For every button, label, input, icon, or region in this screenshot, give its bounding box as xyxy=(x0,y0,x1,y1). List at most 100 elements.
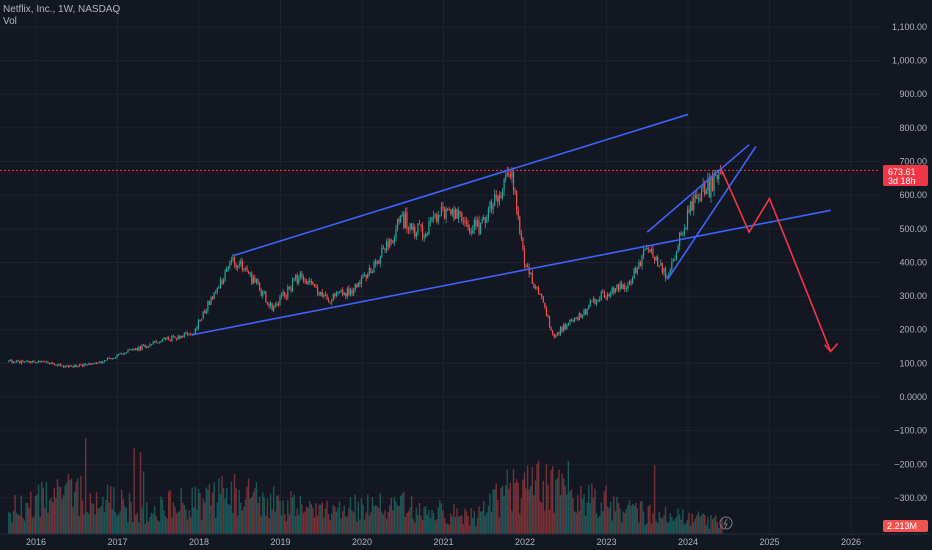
candle-body xyxy=(682,234,684,236)
candle-body xyxy=(415,233,417,237)
volume-bar xyxy=(616,496,618,534)
volume-bar xyxy=(556,477,559,534)
trendline[interactable] xyxy=(192,209,831,336)
candle-body xyxy=(443,207,446,219)
volume-bar xyxy=(252,491,255,534)
volume-bar xyxy=(403,491,405,534)
candle-body xyxy=(693,197,695,211)
trendline[interactable] xyxy=(666,145,757,280)
volume-bar xyxy=(175,513,178,534)
candle-body xyxy=(534,286,537,289)
volume-bar xyxy=(652,513,654,534)
candle-body xyxy=(708,178,711,198)
candle-body xyxy=(34,361,37,363)
volume-bar xyxy=(356,521,358,534)
volume-bar xyxy=(188,510,190,534)
candle-body xyxy=(674,259,676,261)
volume-bar xyxy=(608,508,610,534)
trendline[interactable] xyxy=(232,113,689,257)
candle-body xyxy=(301,272,303,277)
candle-body xyxy=(635,268,637,273)
candle-body xyxy=(50,362,52,365)
candle-body xyxy=(59,363,62,367)
volume-bar xyxy=(476,517,479,534)
volume-bar xyxy=(139,451,142,534)
candle-body xyxy=(567,323,569,325)
volume-bar xyxy=(86,511,88,534)
y-tick-label: 100.00 xyxy=(899,358,927,368)
candle-body xyxy=(686,209,689,229)
volume-bar xyxy=(633,505,635,534)
volume-bar xyxy=(509,482,512,534)
volume-bar xyxy=(357,501,360,534)
candle-body xyxy=(558,332,560,335)
volume-bar xyxy=(392,510,394,534)
y-tick-label: 1,000.00 xyxy=(892,56,927,66)
time-axis[interactable]: 2016 2017 2018 2019 2020 2021 2022 2023 2024 2025… xyxy=(0,533,932,547)
volume-bar xyxy=(241,510,244,534)
candle-body xyxy=(470,231,472,234)
candle-body xyxy=(241,261,243,271)
volume-bar xyxy=(671,516,673,534)
volume-bar xyxy=(583,494,585,534)
volume-bar xyxy=(647,506,649,534)
volume-bar xyxy=(396,504,399,534)
price-axis[interactable]: 1,100.00 1,000.00 900.00 800.00 700.00 600.00… xyxy=(892,22,927,503)
candle-body xyxy=(25,360,27,362)
candle-body xyxy=(19,360,21,364)
candle-body xyxy=(128,349,131,351)
trendline[interactable] xyxy=(646,144,750,233)
volume-bar xyxy=(164,516,167,534)
candle-body xyxy=(657,256,659,267)
volume-bar xyxy=(666,521,668,534)
volume-bar xyxy=(674,518,676,534)
candle-body xyxy=(66,365,68,367)
candle-body xyxy=(218,287,220,289)
candle-body xyxy=(11,359,13,363)
candle-body xyxy=(30,362,32,364)
candle-body xyxy=(495,194,497,197)
candle-body xyxy=(331,300,333,303)
volume-bar xyxy=(260,515,262,534)
volume-bar xyxy=(566,494,568,534)
candle-body xyxy=(359,282,361,285)
candle-body xyxy=(268,304,270,307)
candle-body xyxy=(122,353,124,355)
candle-body xyxy=(20,360,22,364)
volume-bar xyxy=(75,481,77,534)
candle-body xyxy=(597,299,599,301)
price-badge-value: 673.61 xyxy=(888,167,916,177)
volume-bar xyxy=(301,504,303,534)
volume-bar xyxy=(197,488,200,534)
candle-body xyxy=(602,291,604,293)
volume-bar xyxy=(431,509,433,534)
x-tick-label: 2023 xyxy=(596,537,616,547)
y-tick-label: 700.00 xyxy=(899,157,927,167)
candle-body xyxy=(616,284,618,289)
candle-body xyxy=(374,261,377,264)
candle-body xyxy=(53,363,55,366)
volume-bar xyxy=(359,519,361,534)
candle-body xyxy=(265,291,267,303)
candle-body xyxy=(578,313,580,321)
candle-body xyxy=(550,327,552,331)
volume-bar xyxy=(415,507,418,534)
lightning-icon[interactable] xyxy=(719,516,733,530)
volume-bar xyxy=(569,491,571,534)
volume-bar xyxy=(222,487,225,534)
candle-body xyxy=(639,262,642,267)
candle-body xyxy=(362,275,364,277)
volume-bar xyxy=(627,504,629,534)
candle-body xyxy=(505,175,507,180)
candle-body xyxy=(316,286,319,294)
candle-body xyxy=(172,335,175,337)
candle-body xyxy=(406,212,408,230)
trendlines xyxy=(192,113,831,336)
volume-bar xyxy=(699,516,701,534)
volume-bar xyxy=(599,515,601,534)
candle-body xyxy=(669,269,671,276)
candle-body xyxy=(266,302,269,305)
candle-body xyxy=(619,283,621,290)
